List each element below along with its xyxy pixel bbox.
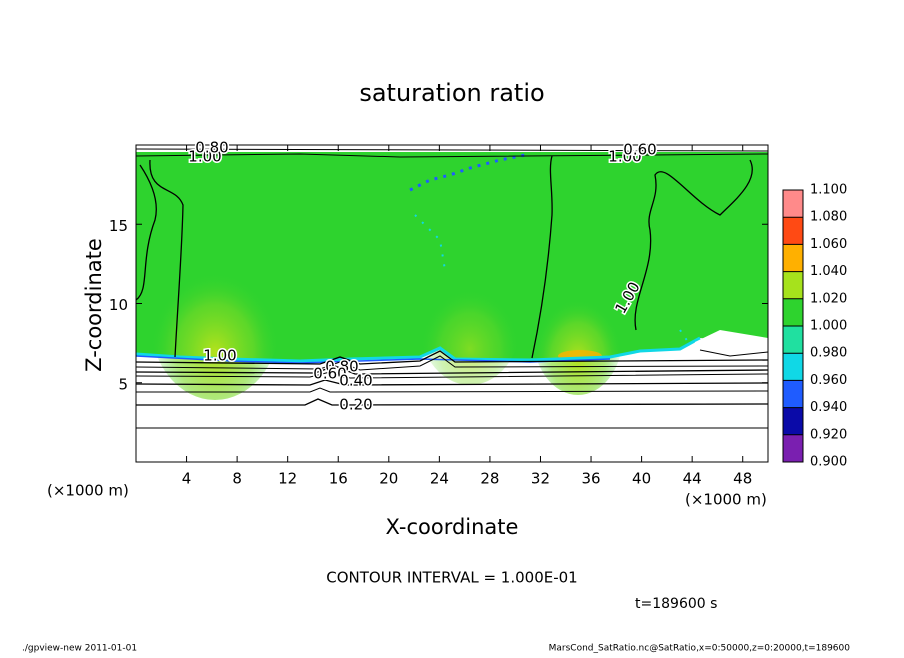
x-unit: (×1000 m) (685, 491, 767, 509)
contour-label: 1.00 (203, 347, 236, 365)
field-spots (414, 214, 691, 346)
contour-line (135, 164, 157, 301)
colorbar-label: 0.940 (810, 400, 847, 415)
contour-line (135, 365, 769, 375)
contour-label: 1.00 (188, 148, 221, 166)
contour-label: 1.00 (608, 148, 641, 166)
field-white (690, 330, 768, 366)
colorbar-label: 0.900 (810, 455, 847, 470)
colorbar-bin (783, 244, 803, 272)
x-tick-label: 44 (683, 470, 702, 488)
colorbar-label: 0.960 (810, 373, 847, 388)
y-tick-label: 10 (109, 296, 128, 314)
footer-left: ./gpview-new 2011-01-01 (22, 644, 137, 654)
x-tick-label: 48 (733, 470, 752, 488)
time-label: t=189600 s (635, 596, 717, 612)
x-tick-label: 20 (379, 470, 398, 488)
field-edge (136, 336, 701, 363)
contour-line (531, 155, 553, 359)
colorbar-label: 1.080 (810, 210, 847, 225)
y-unit: (×1000 m) (47, 482, 129, 500)
colorbar-bin (783, 353, 803, 381)
chart-title: saturation ratio (359, 79, 544, 107)
x-tick-label: 16 (329, 470, 348, 488)
contour-interval: CONTOUR INTERVAL = 1.000E-01 (326, 569, 577, 587)
x-tick-label: 8 (232, 470, 242, 488)
x-axis-label: X-coordinate (386, 515, 519, 539)
field (136, 145, 768, 429)
field-glow (533, 275, 623, 395)
colorbar-label: 0.980 (810, 346, 847, 361)
contour-line (135, 379, 769, 386)
x-tick-label: 24 (430, 470, 449, 488)
colorbar-label: 1.020 (810, 291, 847, 306)
colorbar-bin (783, 380, 803, 408)
field-spots (409, 153, 526, 192)
contour-label: 0.80 (325, 358, 358, 376)
colorbar-bin (783, 190, 803, 218)
contour-label: 0.60 (623, 141, 656, 159)
contour-line (149, 159, 184, 358)
x-tick-label: 28 (480, 470, 499, 488)
colorbar-label: 1.100 (810, 183, 847, 198)
colorbar-label: 1.000 (810, 319, 847, 334)
contour-line (135, 350, 769, 365)
footer-right: MarsCond_SatRatio.nc@SatRatio,x=0:50000,… (549, 644, 851, 654)
colorbar-bin (783, 298, 803, 326)
y-tick-label: 5 (118, 375, 128, 393)
field-top (136, 145, 768, 152)
contour-line (136, 355, 768, 371)
y-tick-label: 15 (109, 217, 128, 235)
x-tick-label: 4 (182, 470, 192, 488)
colorbar-label: 0.920 (810, 427, 847, 442)
colorbar-bin (783, 434, 803, 462)
colorbar-label: 1.060 (810, 237, 847, 252)
colorbar-bin (783, 217, 803, 245)
contour-line (136, 387, 768, 393)
y-axis-label: Z-coordinate (82, 238, 106, 372)
x-tick-label: 36 (581, 470, 600, 488)
contour-line (136, 371, 768, 379)
colorbar-bin (783, 326, 803, 354)
colorbar-bin (783, 271, 803, 299)
contour-label: 0.20 (339, 396, 372, 414)
contour-line (634, 159, 753, 331)
x-tick-label: 32 (531, 470, 550, 488)
colorbar-label: 1.040 (810, 264, 847, 279)
contour-label: 0.40 (339, 372, 372, 390)
colorbar-bin (783, 407, 803, 435)
contour-line (136, 148, 768, 357)
contour-label: 0.80 (195, 139, 228, 157)
x-tick-label: 40 (632, 470, 651, 488)
x-tick-label: 12 (278, 470, 297, 488)
contour-label: 0.60 (313, 365, 346, 383)
contour-line (136, 398, 769, 406)
